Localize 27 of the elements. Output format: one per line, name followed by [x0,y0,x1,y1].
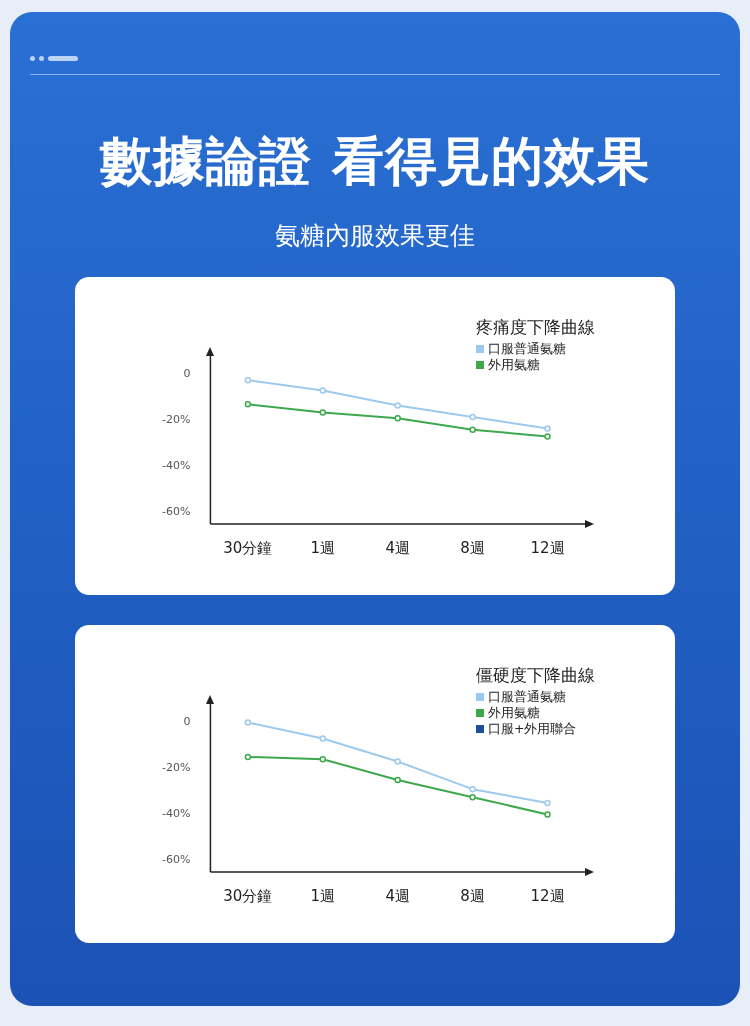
x-tick-label: 4週 [385,886,410,905]
x-tick-label: 8週 [460,538,485,557]
x-tick-label: 1週 [310,538,336,557]
chart-title: 僵硬度下降曲線 [476,664,595,687]
chart-title: 疼痛度下降曲線 [476,316,595,339]
y-tick-label: -20% [162,761,191,775]
y-tick-label: -60% [162,853,191,867]
x-tick-label: 1週 [310,886,336,905]
y-tick-label: -60% [162,505,191,519]
text: 氨糖內服效果更佳 [274,220,476,252]
legend-label: 外用氨糖 [488,705,540,721]
y-tick-label: 0 [183,367,191,381]
legend-label: 口服普通氨糖 [488,341,566,357]
y-tick-label: -20% [162,413,191,427]
legend-label: 口服普通氨糖 [488,689,566,705]
x-tick-label: 8週 [460,886,485,905]
x-tick-label: 12週 [530,538,565,557]
x-tick-label: 30分鐘 [223,538,273,557]
x-tick-label: 12週 [530,886,565,905]
legend-label: 口服+外用聯合 [488,721,577,737]
text: 數據論證 看得見的效果 [98,130,651,193]
legend-label: 外用氨糖 [488,357,540,373]
x-tick-label: 4週 [385,538,410,557]
y-tick-label: -40% [162,459,191,473]
y-tick-label: 0 [183,715,191,729]
y-tick-label: -40% [162,807,191,821]
x-tick-label: 30分鐘 [223,886,273,905]
